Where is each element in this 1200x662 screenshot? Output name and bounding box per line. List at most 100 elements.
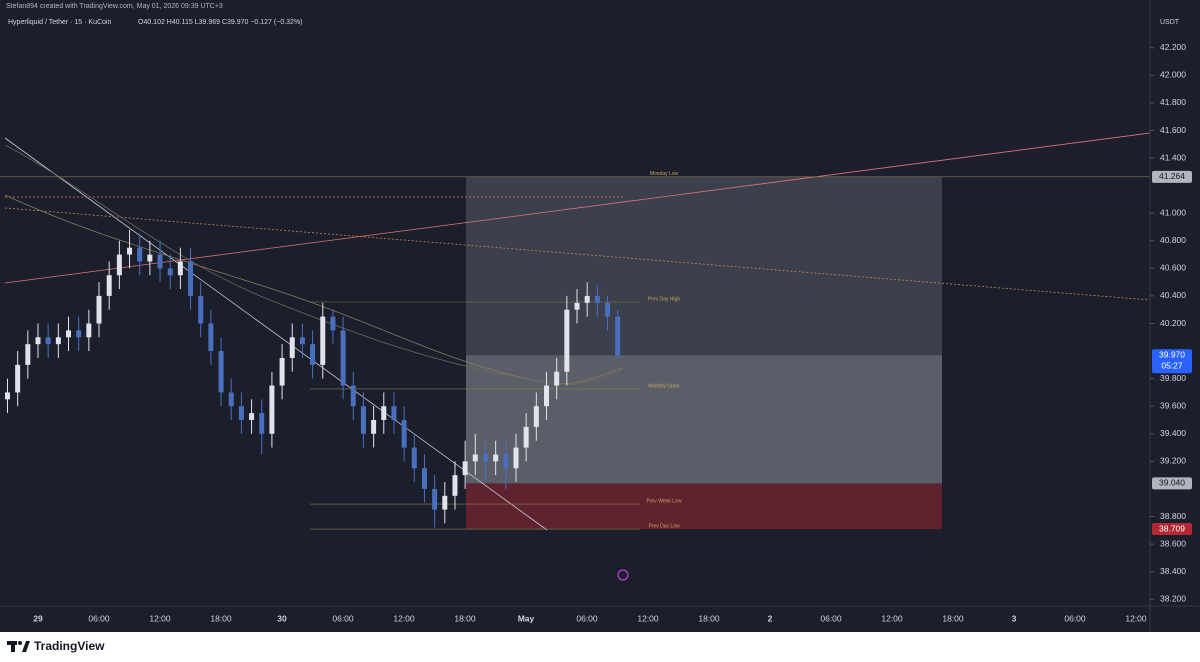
candle-body bbox=[340, 330, 346, 386]
candle-body bbox=[584, 295, 590, 303]
candle-body bbox=[605, 302, 611, 317]
position-zone bbox=[466, 176, 942, 356]
footer bbox=[0, 632, 1200, 662]
x-tick-label: 06:00 bbox=[576, 613, 598, 623]
candle-body bbox=[106, 275, 112, 296]
countdown: 05:27 bbox=[1161, 360, 1183, 370]
candle-body bbox=[96, 295, 102, 324]
candle-body bbox=[421, 468, 427, 489]
candle-body bbox=[116, 254, 122, 276]
candle-body bbox=[259, 413, 265, 434]
candle-body bbox=[15, 364, 21, 393]
candle-body bbox=[66, 330, 72, 338]
y-tick-label: 40.800 bbox=[1160, 235, 1186, 245]
candle-body bbox=[167, 268, 173, 276]
candle-body bbox=[269, 385, 275, 434]
event-icon[interactable] bbox=[617, 569, 629, 581]
y-tick-label: 38.200 bbox=[1160, 593, 1186, 603]
price-marker-label: 38.709 bbox=[1159, 523, 1185, 533]
price-marker-label: 39.040 bbox=[1159, 478, 1185, 488]
candle-body bbox=[533, 406, 539, 427]
logo bbox=[7, 641, 30, 652]
price-marker-label: 41.264 bbox=[1159, 171, 1185, 181]
level-label: Monday Low bbox=[650, 171, 679, 177]
y-tick-label: 41.600 bbox=[1160, 125, 1186, 135]
ohlc: O40.102 H40.115 L39.969 C39.970 −0.127 (… bbox=[138, 19, 303, 26]
candle-body bbox=[391, 406, 397, 420]
candle-body bbox=[289, 337, 295, 358]
candle-body bbox=[360, 406, 366, 434]
trend-line bbox=[4, 132, 1151, 284]
candle-body bbox=[381, 406, 387, 420]
candle-body bbox=[157, 254, 163, 269]
candle-body bbox=[25, 344, 31, 365]
symbol: Hyperliquid / Tether · 15 · KuCoin bbox=[8, 19, 111, 26]
candle-body bbox=[147, 254, 153, 262]
x-tick-label: 06:00 bbox=[820, 613, 842, 623]
candle-body bbox=[442, 495, 448, 510]
price-marker-label: 39.970 bbox=[1159, 349, 1185, 359]
y-tick-label: 40.400 bbox=[1160, 290, 1186, 300]
candle-body bbox=[432, 488, 438, 510]
level-label: Monthly Open bbox=[648, 383, 679, 389]
price-marker bbox=[1152, 523, 1192, 536]
candle-body bbox=[574, 302, 580, 310]
y-tick-label: 39.400 bbox=[1160, 428, 1186, 438]
y-tick-label: 42.200 bbox=[1160, 42, 1186, 52]
level-label: Prev Day High bbox=[648, 296, 680, 302]
x-tick-label: 12:00 bbox=[1125, 613, 1147, 623]
price-marker bbox=[1152, 477, 1192, 490]
y-tick-label: 38.400 bbox=[1160, 566, 1186, 576]
price-marker bbox=[1152, 170, 1192, 183]
trend-line bbox=[4, 137, 548, 531]
x-tick-label: 06:00 bbox=[1064, 613, 1086, 623]
y-tick-label: 39.600 bbox=[1160, 400, 1186, 410]
x-tick-label: 18:00 bbox=[454, 613, 476, 623]
x-tick-label: May bbox=[518, 613, 535, 623]
y-tick-label: 40.600 bbox=[1160, 263, 1186, 273]
candle-body bbox=[350, 385, 356, 407]
x-tick-label: 06:00 bbox=[88, 613, 110, 623]
candle-body bbox=[86, 323, 92, 338]
x-tick-label: 06:00 bbox=[332, 613, 354, 623]
candle-body bbox=[228, 392, 234, 407]
candle-body bbox=[472, 454, 478, 462]
position-zone bbox=[466, 355, 942, 484]
y-tick-label: 40.200 bbox=[1160, 318, 1186, 328]
candle-body bbox=[330, 316, 336, 331]
candle-body bbox=[554, 371, 560, 386]
candle-body bbox=[320, 316, 326, 365]
candle-body bbox=[188, 261, 194, 296]
x-tick-label: 2 bbox=[768, 613, 773, 623]
candle-body bbox=[452, 475, 458, 496]
candle-body bbox=[238, 406, 244, 420]
moving-average bbox=[4, 194, 624, 384]
x-tick-label: 18:00 bbox=[698, 613, 720, 623]
y-tick-label: 38.800 bbox=[1160, 511, 1186, 521]
candle-body bbox=[310, 344, 316, 365]
candle-body bbox=[503, 454, 509, 469]
candle-body bbox=[493, 454, 499, 462]
level-label: Prev Day Low bbox=[648, 523, 680, 529]
x-tick-label: 29 bbox=[33, 613, 43, 623]
y-tick-label: 42.000 bbox=[1160, 70, 1186, 80]
y-tick-label: 41.400 bbox=[1160, 152, 1186, 162]
price-marker bbox=[1152, 349, 1192, 374]
moving-average bbox=[4, 144, 624, 385]
x-tick-label: 30 bbox=[277, 613, 287, 623]
trend-line bbox=[4, 207, 1151, 301]
candle-body bbox=[462, 461, 468, 476]
candle-body bbox=[198, 295, 204, 324]
y-tick-label: 41.000 bbox=[1160, 207, 1186, 217]
candle-body bbox=[76, 330, 82, 338]
x-tick-label: 12:00 bbox=[149, 613, 171, 623]
candle-body bbox=[45, 337, 51, 345]
y-tick-label: 38.600 bbox=[1160, 538, 1186, 548]
candle-body bbox=[411, 447, 417, 469]
candle-body bbox=[615, 316, 621, 356]
candle-body bbox=[544, 385, 549, 407]
candle-body bbox=[35, 337, 41, 345]
candle-body bbox=[564, 309, 570, 372]
plot: Monday Low Prev Day High Monthly Open Prev … bbox=[0, 132, 1151, 531]
